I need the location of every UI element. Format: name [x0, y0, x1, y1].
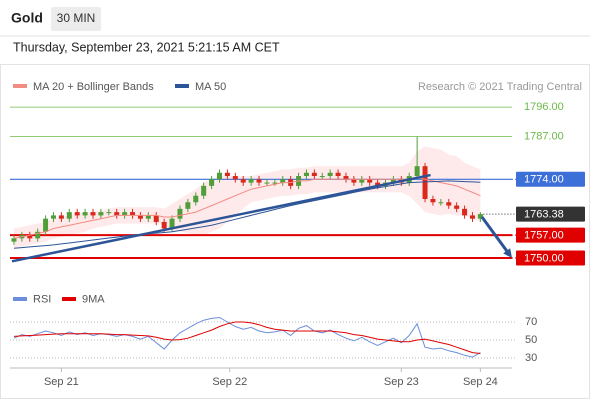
forecast-arrow [480, 216, 510, 255]
x-tick-label: Sep 24 [463, 376, 498, 388]
legend-swatch [62, 297, 76, 301]
candle-body [462, 208, 468, 216]
candle-body [185, 202, 191, 209]
candle-body [137, 215, 143, 219]
level-box [516, 227, 585, 243]
interval-button[interactable] [51, 7, 101, 31]
credit: Research © 2021 Trading Central [418, 81, 582, 93]
x-tick-label: Sep 21 [44, 376, 79, 388]
candle-body [477, 214, 483, 219]
candle-body [438, 202, 444, 204]
candle-body [66, 212, 72, 219]
indicator-line [13, 321, 481, 354]
candle-body [114, 212, 120, 216]
legend-swatch [13, 84, 27, 88]
chart-frame [0, 64, 590, 399]
candle-body [193, 195, 199, 203]
legend-label: 9MA [82, 293, 105, 305]
candle-body [319, 176, 325, 178]
candle-body [82, 212, 88, 216]
candle-body [264, 182, 270, 184]
current-price-label: 1763.38 [524, 209, 564, 221]
interval[interactable]: 30 MIN [57, 11, 96, 25]
candle-body [422, 166, 428, 199]
legend-label: MA 50 [195, 81, 226, 93]
x-tick-label: Sep 22 [212, 376, 247, 388]
candle-body [469, 215, 475, 219]
candle-body [209, 179, 215, 186]
level-box [516, 250, 585, 266]
candle-body [311, 172, 317, 177]
candle-body [11, 238, 17, 242]
bollinger-band [14, 146, 481, 249]
symbol: Gold [11, 10, 43, 26]
candle-body [327, 172, 333, 177]
level-label: 1774.00 [524, 174, 564, 186]
forecast-arrowhead [503, 248, 512, 259]
candle-body [27, 235, 33, 239]
timestamp: Thursday, September 23, 2021 5:21:15 AM … [13, 40, 280, 54]
candle-body [375, 182, 381, 186]
level-label: 1787.00 [524, 131, 564, 143]
x-tick-label: Sep 23 [384, 376, 419, 388]
legend-label: MA 20 + Bollinger Bands [33, 81, 154, 93]
candle-body [130, 212, 136, 216]
candle-body [430, 198, 436, 203]
candle-body [50, 215, 56, 219]
candle-body [145, 215, 151, 219]
candle-body [106, 212, 112, 214]
candle-body [256, 179, 262, 183]
moving-average [13, 177, 481, 239]
candle-body [248, 179, 254, 183]
candle-body [43, 218, 49, 232]
level-label: 1796.00 [524, 101, 564, 113]
legend-swatch [175, 84, 189, 88]
y-tick-label: 70 [525, 316, 537, 328]
candle-body [58, 215, 64, 219]
candle-body [454, 205, 460, 209]
candle-body [153, 215, 159, 222]
candle-body [343, 176, 349, 180]
candle-body [232, 176, 238, 180]
candle-body [90, 212, 96, 216]
candle-body [414, 166, 420, 177]
candle-body [224, 172, 230, 177]
legend-swatch [13, 297, 27, 301]
level-label: 1750.00 [524, 252, 564, 264]
candle-body [446, 202, 452, 206]
level-box [516, 171, 585, 187]
candle-body [74, 212, 80, 216]
candle-body [335, 172, 341, 177]
candle-body [122, 212, 128, 216]
candle-body [359, 179, 365, 183]
y-tick-label: 50 [525, 334, 537, 346]
candle-body [35, 231, 41, 239]
candle-body [351, 179, 357, 183]
trendline [11, 173, 431, 263]
candle-body [216, 172, 222, 180]
candle-body [177, 208, 183, 219]
moving-average [13, 180, 481, 249]
current-price-box [516, 206, 585, 222]
candle-body [272, 182, 278, 184]
candle-body [280, 179, 286, 183]
candle-body [161, 221, 167, 229]
candle-body [390, 179, 396, 183]
indicator-line [13, 316, 481, 358]
candle-body [367, 179, 373, 183]
legend-label: RSI [33, 293, 51, 305]
candle-body [98, 212, 104, 216]
candle-body [303, 172, 309, 177]
candle-body [169, 218, 175, 229]
level-label: 1757.00 [524, 229, 564, 241]
candle-body [240, 179, 246, 183]
y-tick-label: 30 [525, 352, 537, 364]
candle-body [201, 185, 207, 196]
